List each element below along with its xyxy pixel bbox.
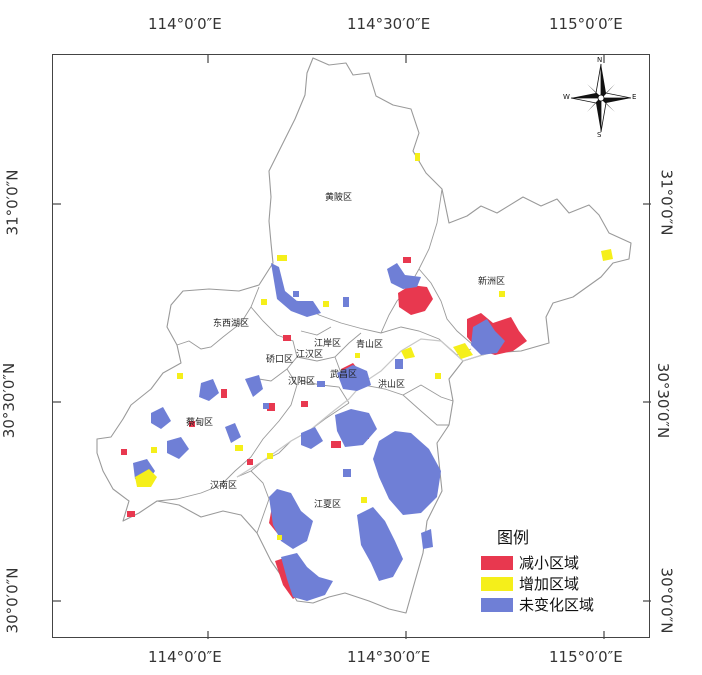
compass-s-label: S xyxy=(597,131,602,139)
compass-e-label: E xyxy=(632,93,637,101)
district-label-xinzhou: 新洲区 xyxy=(478,277,506,287)
legend-label-increase: 增加区域 xyxy=(519,575,580,593)
district-label-huangpi: 黄陂区 xyxy=(325,193,353,203)
district-label-hanyang: 汉阳区 xyxy=(288,377,316,387)
coord-left-30-30: 30°30′0″N xyxy=(0,362,19,439)
district-label-wuchang: 武昌区 xyxy=(330,370,358,380)
coord-bottom-114-30: 114°30′0″E xyxy=(347,648,431,666)
compass-rose-icon xyxy=(570,63,632,133)
district-label-qingshan: 青山区 xyxy=(356,340,384,350)
legend-swatch-increase xyxy=(481,576,513,591)
coord-left-31-0: 31°0′0″N xyxy=(3,169,22,236)
coord-bottom-115-0: 115°0′0″E xyxy=(549,648,623,666)
district-label-caidian: 蔡甸区 xyxy=(186,418,214,428)
district-label-qiaokou: 硚口区 xyxy=(266,355,294,365)
map-canvas xyxy=(53,55,651,639)
district-label-jianghan: 江汉区 xyxy=(296,350,324,360)
legend-swatch-unchanged xyxy=(481,597,513,612)
coord-bottom-114-0: 114°0′0″E xyxy=(148,648,222,666)
increase-areas xyxy=(135,153,613,540)
legend-item-increase: 增加区域 xyxy=(481,573,631,594)
legend-item-unchanged: 未变化区域 xyxy=(481,594,631,615)
district-boundaries xyxy=(156,188,490,534)
coord-top-115-0: 115°0′0″E xyxy=(549,15,623,33)
legend-item-decrease: 减小区域 xyxy=(481,552,631,573)
map-frame xyxy=(52,54,651,639)
legend-title: 图例 xyxy=(497,528,530,547)
district-label-jiangan: 江岸区 xyxy=(314,339,342,349)
coord-top-114-30: 114°30′0″E xyxy=(347,15,431,33)
legend-label-decrease: 减小区域 xyxy=(519,554,580,572)
coord-right-30-0: 30°0′0″N xyxy=(657,567,676,634)
map-legend: 图例 减小区域 增加区域 未变化区域 xyxy=(481,524,631,615)
coord-left-30-0: 30°0′0″N xyxy=(3,567,22,634)
unchanged-areas xyxy=(133,263,505,601)
graticule-ticks xyxy=(53,55,651,639)
district-label-jiangxia: 江夏区 xyxy=(314,500,342,510)
compass-n-label: N xyxy=(597,56,603,64)
coord-top-114-0: 114°0′0″E xyxy=(148,15,222,33)
district-label-hongshan: 洪山区 xyxy=(378,380,406,390)
coord-right-31-0: 31°0′0″N xyxy=(657,169,676,236)
district-label-dongxihu: 东西湖区 xyxy=(213,319,250,329)
compass-w-label: W xyxy=(563,93,570,101)
legend-swatch-decrease xyxy=(481,555,513,570)
district-label-hannan: 汉南区 xyxy=(210,481,238,491)
coord-right-30-30: 30°30′0″N xyxy=(654,362,673,439)
city-boundary xyxy=(96,57,632,614)
legend-label-unchanged: 未变化区域 xyxy=(519,596,595,614)
